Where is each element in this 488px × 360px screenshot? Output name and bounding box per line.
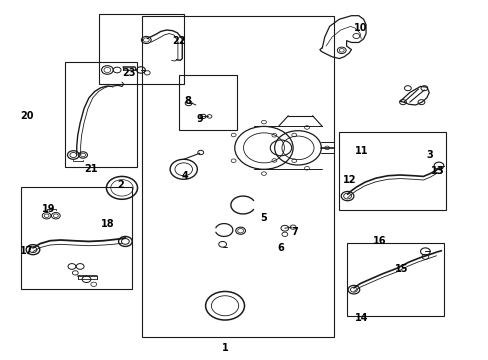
Text: 21: 21 [84,164,98,174]
Text: 12: 12 [342,175,356,185]
Bar [346,243,443,316]
Text: 10: 10 [353,23,366,33]
Bar [339,132,446,210]
Text: 16: 16 [372,237,386,247]
Text: 17: 17 [20,247,34,256]
Text: 23: 23 [122,68,136,78]
Text: 13: 13 [430,166,444,176]
Text: 11: 11 [354,147,367,157]
Bar [64,62,136,167]
Text: 3: 3 [425,150,432,160]
Bar [99,14,183,84]
Text: 7: 7 [291,227,297,237]
Text: 20: 20 [20,111,34,121]
Bar [179,75,237,130]
Text: 2: 2 [118,180,124,190]
Bar [21,187,131,289]
Text: 8: 8 [184,96,191,107]
Text: 15: 15 [394,264,408,274]
Text: 6: 6 [277,243,284,253]
Text: 18: 18 [101,219,114,229]
Text: 4: 4 [182,171,188,181]
Bar [142,16,334,337]
Text: 9: 9 [196,113,203,123]
Text: 14: 14 [355,312,368,323]
Text: 5: 5 [260,212,267,222]
Text: 22: 22 [172,36,185,46]
Text: 19: 19 [42,203,56,213]
Text: 1: 1 [221,343,228,353]
